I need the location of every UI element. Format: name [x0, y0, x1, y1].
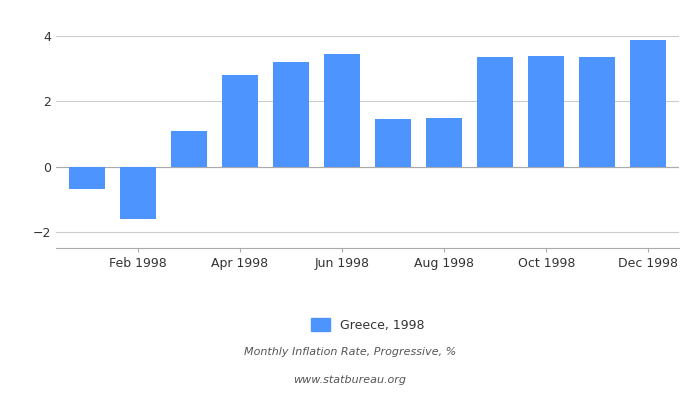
Bar: [580, 58, 615, 166]
Legend: Greece, 1998: Greece, 1998: [311, 318, 424, 332]
Text: Monthly Inflation Rate, Progressive, %: Monthly Inflation Rate, Progressive, %: [244, 347, 456, 357]
Text: www.statbureau.org: www.statbureau.org: [293, 375, 407, 385]
Bar: [222, 75, 258, 166]
Bar: [477, 58, 513, 166]
Bar: [171, 131, 206, 166]
Bar: [528, 56, 564, 166]
Bar: [69, 166, 104, 189]
Bar: [631, 40, 666, 166]
Bar: [375, 119, 411, 166]
Bar: [273, 62, 309, 166]
Bar: [426, 118, 462, 166]
Bar: [324, 54, 360, 166]
Bar: [120, 166, 155, 219]
